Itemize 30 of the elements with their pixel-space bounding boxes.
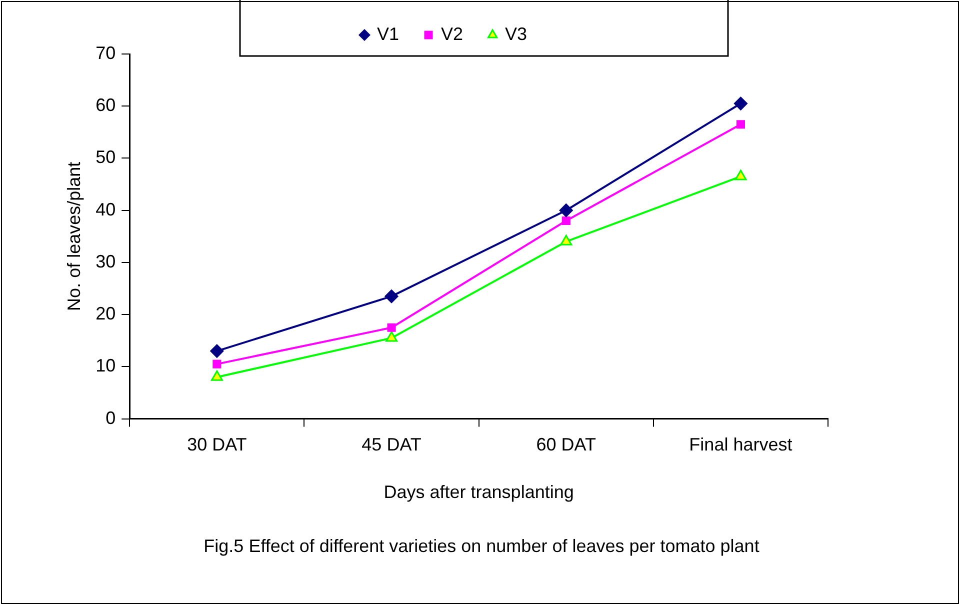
y-tick-label: 40 <box>96 199 116 220</box>
y-tick-label: 10 <box>96 356 116 376</box>
x-axis-title: Days after transplanting <box>384 482 574 502</box>
point <box>734 170 747 180</box>
legend-label: V2 <box>440 24 464 44</box>
point <box>560 234 572 246</box>
point <box>562 216 570 226</box>
point <box>210 370 223 381</box>
point <box>559 204 573 218</box>
caption: Fig.5 Effect of different varieties on number of leaves per tomato plant <box>202 536 760 557</box>
y-tick-label: 60 <box>96 95 116 116</box>
legend-label: V3 <box>505 24 528 44</box>
point <box>210 344 224 358</box>
y-tick-label: 0 <box>106 408 116 428</box>
point <box>212 360 222 368</box>
point <box>736 120 745 129</box>
point <box>386 331 398 342</box>
point <box>734 96 748 110</box>
x-tick-label: 45 DAT <box>362 434 422 455</box>
y-tick-label: 20 <box>96 304 116 324</box>
x-tick-label: 60 DAT <box>536 434 596 455</box>
point <box>384 290 398 304</box>
y-axis-title: No. of leaves/plant <box>64 162 84 311</box>
y-tick-label: 70 <box>96 42 116 63</box>
legend-label: V1 <box>376 24 400 44</box>
point <box>387 323 396 332</box>
y-tick-label: 50 <box>96 147 116 168</box>
y-tick-label: 30 <box>96 251 116 272</box>
x-tick-label: 30 DAT <box>187 434 247 455</box>
x-tick-label: Final harvest <box>689 434 792 455</box>
